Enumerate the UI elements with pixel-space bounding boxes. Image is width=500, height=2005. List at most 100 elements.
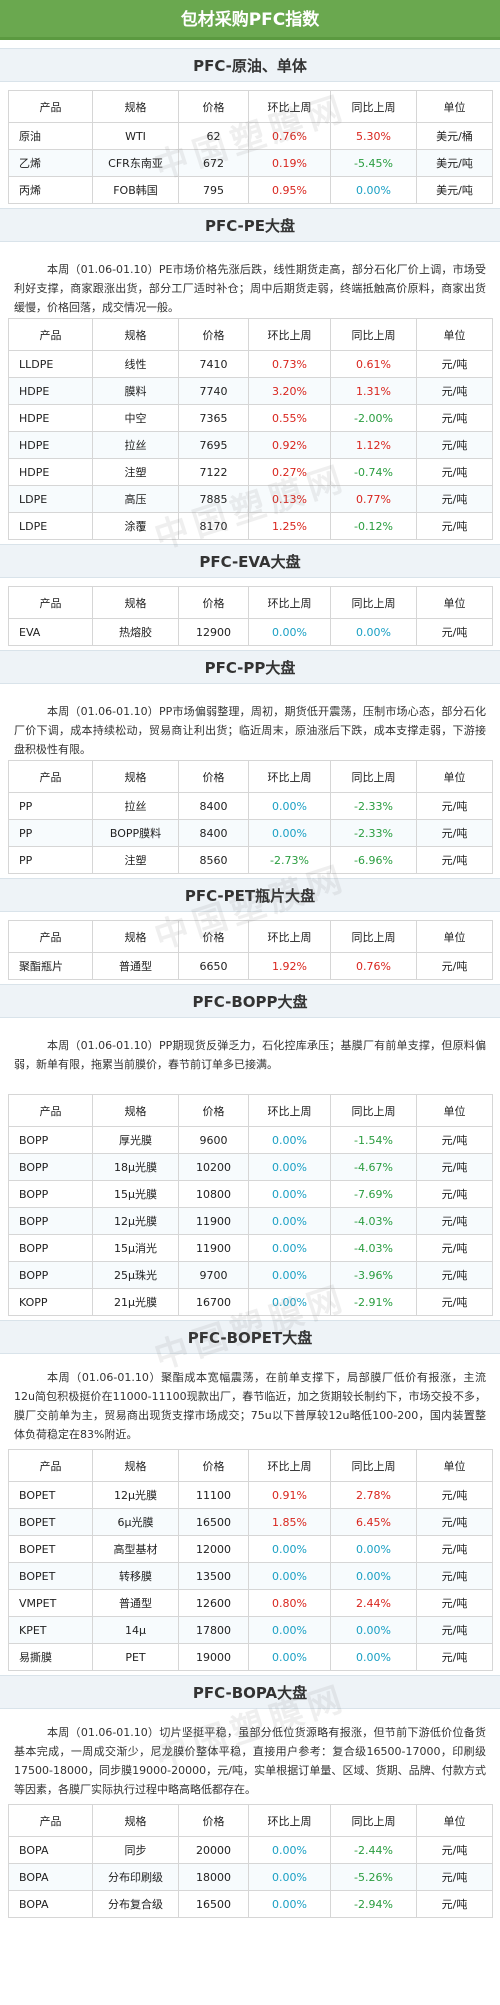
column-header: 同比上周 (330, 586, 417, 619)
column-header: 同比上周 (330, 318, 417, 351)
column-header: 单位 (416, 1804, 493, 1837)
table-row: BOPET 12μ光膜 11100 0.91% 2.78% 元/吨 (8, 1481, 493, 1509)
column-header: 环比上周 (248, 760, 331, 793)
wow-change-cell: 0.92% (248, 431, 331, 459)
unit-cell: 元/吨 (416, 1481, 493, 1509)
spec-cell: 15μ光膜 (92, 1180, 179, 1208)
price-cell: 7122 (178, 458, 249, 486)
table-row: HDPE 膜料 7740 3.20% 1.31% 元/吨 (8, 377, 493, 405)
section-title: PFC-PP大盘 (0, 650, 500, 684)
yoy-change-cell: -4.67% (330, 1153, 417, 1181)
column-header: 规格 (92, 1094, 179, 1127)
wow-change-cell: 0.00% (248, 1643, 331, 1671)
product-cell: BOPA (8, 1890, 93, 1918)
product-cell: HDPE (8, 458, 93, 486)
wow-change-cell: 0.00% (248, 1288, 331, 1316)
price-cell: 11100 (178, 1481, 249, 1509)
price-cell: 20000 (178, 1836, 249, 1864)
wow-change-cell: 0.76% (248, 122, 331, 150)
section-7: PFC-BOPET大盘 本周（01.06-01.10）聚酯成本宽幅震荡，在前单支撑… (0, 1320, 500, 1671)
product-cell: VMPET (8, 1589, 93, 1617)
table-row: BOPP 厚光膜 9600 0.00% -1.54% 元/吨 (8, 1126, 493, 1154)
yoy-change-cell: -7.69% (330, 1180, 417, 1208)
column-header: 产品 (8, 586, 93, 619)
product-cell: PP (8, 792, 93, 820)
spec-cell: 普通型 (92, 952, 179, 980)
column-header: 价格 (178, 920, 249, 953)
product-cell: BOPP (8, 1234, 93, 1262)
table-row: 聚酯瓶片 普通型 6650 1.92% 0.76% 元/吨 (8, 952, 493, 980)
price-cell: 8400 (178, 819, 249, 847)
unit-cell: 元/吨 (416, 1616, 493, 1644)
section-summary: 本周（01.06-01.10）PP期现货反弹乏力，石化控库承压；基膜厂有前单支撑… (14, 1039, 486, 1071)
unit-cell: 元/吨 (416, 952, 493, 980)
wow-change-cell: 0.80% (248, 1589, 331, 1617)
price-cell: 17800 (178, 1616, 249, 1644)
product-cell: HDPE (8, 404, 93, 432)
table-row: HDPE 注塑 7122 0.27% -0.74% 元/吨 (8, 458, 493, 486)
column-header: 规格 (92, 318, 179, 351)
product-cell: HDPE (8, 431, 93, 459)
table-header-row: 产品 规格 价格 环比上周 同比上周 单位 (8, 318, 493, 351)
table-row: BOPA 同步 20000 0.00% -2.44% 元/吨 (8, 1836, 493, 1864)
column-header: 产品 (8, 1804, 93, 1837)
table-header-row: 产品 规格 价格 环比上周 同比上周 单位 (8, 1094, 493, 1127)
column-header: 规格 (92, 920, 179, 953)
wow-change-cell: 0.91% (248, 1481, 331, 1509)
spec-cell: PET (92, 1643, 179, 1671)
spec-cell: BOPP膜料 (92, 819, 179, 847)
column-header: 同比上周 (330, 920, 417, 953)
spec-cell: 拉丝 (92, 431, 179, 459)
column-header: 规格 (92, 1449, 179, 1482)
column-header: 环比上周 (248, 90, 331, 123)
table-row: BOPET 高型基材 12000 0.00% 0.00% 元/吨 (8, 1535, 493, 1563)
price-cell: 10800 (178, 1180, 249, 1208)
column-header: 价格 (178, 760, 249, 793)
wow-change-cell: 0.00% (248, 1890, 331, 1918)
column-header: 环比上周 (248, 1449, 331, 1482)
product-cell: 乙烯 (8, 149, 93, 177)
column-header: 价格 (178, 1804, 249, 1837)
yoy-change-cell: -1.54% (330, 1126, 417, 1154)
table-row: PP 注塑 8560 -2.73% -6.96% 元/吨 (8, 846, 493, 874)
price-cell: 8170 (178, 512, 249, 540)
column-header: 同比上周 (330, 1804, 417, 1837)
section-title: PFC-EVA大盘 (0, 544, 500, 578)
table-header-row: 产品 规格 价格 环比上周 同比上周 单位 (8, 920, 493, 953)
spec-cell: 18μ光膜 (92, 1153, 179, 1181)
unit-cell: 元/吨 (416, 618, 493, 646)
column-header: 环比上周 (248, 318, 331, 351)
product-cell: BOPP (8, 1207, 93, 1235)
column-header: 产品 (8, 318, 93, 351)
yoy-change-cell: 2.78% (330, 1481, 417, 1509)
price-table: 产品 规格 价格 环比上周 同比上周 单位 PP 拉丝 8400 0.00% -2.33% 元/吨 PP… (8, 760, 493, 874)
unit-cell: 元/吨 (416, 1288, 493, 1316)
yoy-change-cell: 1.31% (330, 377, 417, 405)
section-title: PFC-BOPA大盘 (0, 1675, 500, 1709)
column-header: 产品 (8, 1449, 93, 1482)
spec-cell: 12μ光膜 (92, 1481, 179, 1509)
unit-cell: 元/吨 (416, 485, 493, 513)
table-header-row: 产品 规格 价格 环比上周 同比上周 单位 (8, 760, 493, 793)
table-row: LDPE 涂覆 8170 1.25% -0.12% 元/吨 (8, 512, 493, 540)
spec-cell: 普通型 (92, 1589, 179, 1617)
price-cell: 11900 (178, 1207, 249, 1235)
unit-cell: 元/吨 (416, 1890, 493, 1918)
wow-change-cell: 0.73% (248, 350, 331, 378)
wow-change-cell: 0.00% (248, 1616, 331, 1644)
wow-change-cell: 0.00% (248, 618, 331, 646)
column-header: 单位 (416, 1094, 493, 1127)
spec-cell: 12μ光膜 (92, 1207, 179, 1235)
table-row: 乙烯 CFR东南亚 672 0.19% -5.45% 美元/吨 (8, 149, 493, 177)
price-cell: 672 (178, 149, 249, 177)
column-header: 价格 (178, 1094, 249, 1127)
yoy-change-cell: -3.96% (330, 1261, 417, 1289)
column-header: 规格 (92, 1804, 179, 1837)
product-cell: BOPP (8, 1180, 93, 1208)
unit-cell: 美元/桶 (416, 122, 493, 150)
product-cell: BOPA (8, 1836, 93, 1864)
wow-change-cell: 0.00% (248, 1836, 331, 1864)
yoy-change-cell: 0.61% (330, 350, 417, 378)
spec-cell: 中空 (92, 404, 179, 432)
content: PFC-原油、单体 产品 规格 价格 环比上周 同比上周 单位 原油 WTI 62 0.76% 5.3… (0, 48, 500, 1918)
